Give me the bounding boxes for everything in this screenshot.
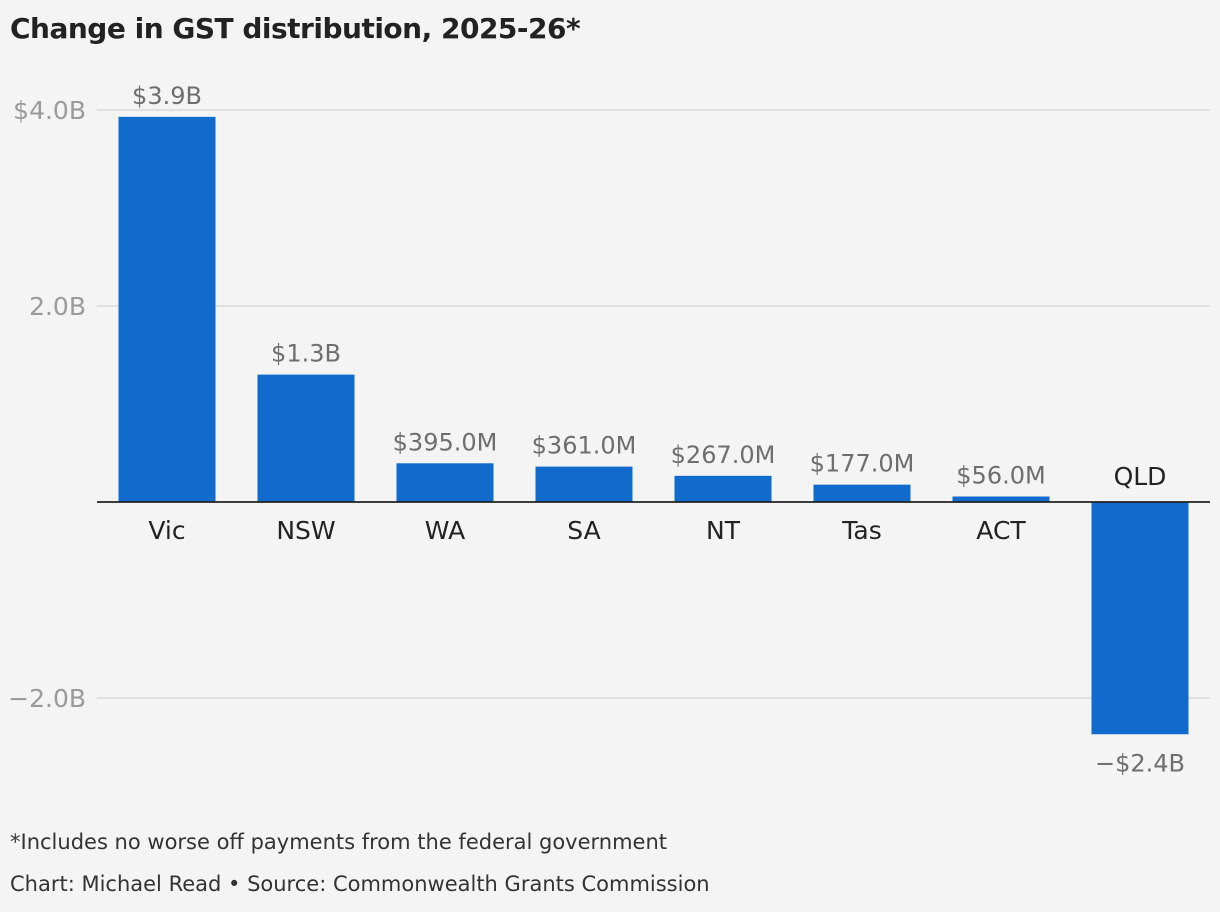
bar — [813, 484, 911, 502]
category-label: ACT — [976, 516, 1026, 545]
category-label: QLD — [1114, 462, 1167, 491]
bar — [118, 116, 216, 503]
data-labels: $3.9B $1.3B $395.0M $361.0M $267.0M $177.0M $5… — [132, 82, 1185, 777]
bar — [1091, 502, 1189, 735]
category-label: NT — [706, 516, 741, 545]
bar — [396, 463, 494, 502]
category-label: Vic — [148, 516, 185, 545]
data-label: $1.3B — [271, 340, 341, 368]
grid-lines — [97, 109, 1210, 699]
bar — [257, 374, 355, 502]
data-label: $177.0M — [810, 450, 915, 478]
bar — [952, 496, 1050, 502]
x-axis-labels: Vic NSW WA SA NT Tas ACT QLD — [148, 462, 1166, 545]
category-label: NSW — [276, 516, 335, 545]
chart-title: Change in GST distribution, 2025-26* — [10, 12, 581, 45]
y-tick-label: −2.0B — [8, 684, 86, 713]
footnote: *Includes no worse off payments from the… — [10, 830, 668, 854]
category-label: Tas — [841, 516, 881, 545]
data-label: $3.9B — [132, 82, 202, 110]
bars — [118, 116, 1189, 735]
category-label: SA — [567, 516, 600, 545]
y-tick-label: $4.0B — [13, 96, 86, 125]
data-label: $267.0M — [671, 441, 776, 469]
y-tick-label: 2.0B — [29, 292, 86, 321]
data-label: $395.0M — [393, 428, 498, 456]
data-label: −$2.4B — [1095, 749, 1185, 777]
bar — [674, 475, 772, 502]
category-label: WA — [425, 516, 465, 545]
source-credit: Chart: Michael Read • Source: Commonweal… — [10, 872, 710, 896]
data-label: $56.0M — [956, 462, 1045, 490]
data-label: $361.0M — [532, 432, 637, 460]
bar — [535, 466, 633, 502]
y-axis-ticks: $4.0B 2.0B −2.0B — [8, 96, 86, 713]
